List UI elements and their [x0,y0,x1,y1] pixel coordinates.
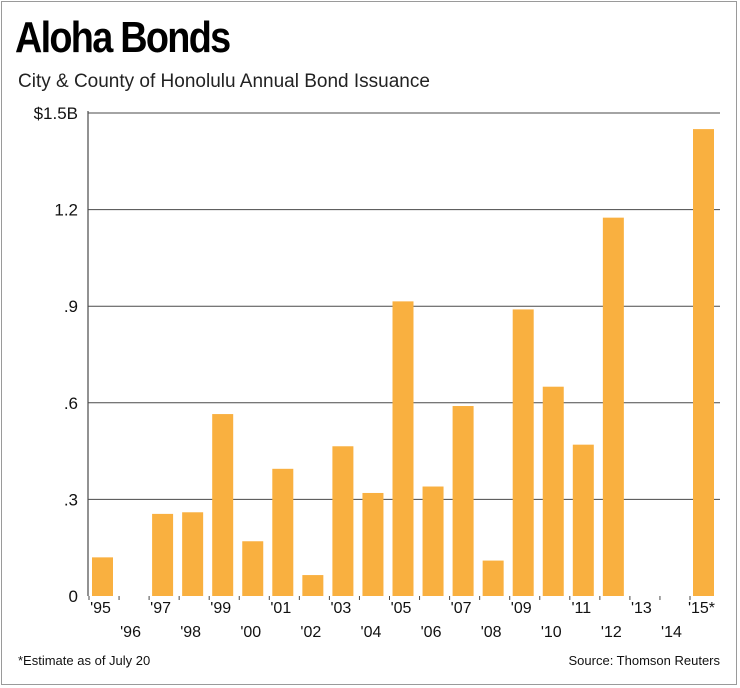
x-tick-label: '13 [631,600,652,617]
bar [212,414,234,596]
bars [92,129,714,596]
bar [422,486,444,596]
bar [572,444,594,596]
x-tick-label: '02 [300,624,321,641]
bar [272,468,294,596]
x-tick-label: '05 [391,600,412,617]
bar [512,309,534,596]
x-tick-label: '11 [571,600,591,617]
footnote: *Estimate as of July 20 [18,653,151,668]
y-tick-label: 1.2 [54,201,78,220]
bar [302,575,324,596]
x-tick-label: '96 [120,624,141,641]
chart-subtitle: City & County of Honolulu Annual Bond Is… [18,71,430,92]
x-tick-label: '06 [421,624,442,641]
x-tick-label: '97 [150,600,171,617]
y-tick-label: $1.5B [34,104,78,123]
x-tick-label: '01 [270,600,291,617]
source-credit: Source: Thomson Reuters [568,653,721,668]
bar [452,406,474,596]
bar [482,560,504,596]
x-tick-label: '15* [688,600,715,617]
x-tick-label: '03 [330,600,351,617]
bar [92,557,113,596]
bar [182,512,204,596]
y-tick-label: .6 [64,394,78,413]
x-axis-tick-labels: '95 '96 '97 '98 '99 '00 '01 '02 '03 '04 '05 '06 '07 '… [88,596,715,641]
x-tick-label: '98 [180,624,201,641]
x-tick-label: '04 [361,624,382,641]
bar [152,513,174,596]
y-tick-label: .3 [64,490,78,509]
x-tick-label: '07 [451,600,472,617]
bar [693,129,714,596]
bar [332,446,354,596]
x-tick-label: '00 [240,624,261,641]
bar [542,386,564,596]
y-tick-label: .9 [64,297,78,316]
bar [392,301,414,596]
bar [362,492,384,596]
bar [602,217,624,596]
chart-title: Aloha Bonds [15,13,231,62]
x-tick-label: '14 [661,624,682,641]
x-tick-label: '08 [481,624,502,641]
y-axis-tick-labels: 0 .3 .6 .9 1.2 $1.5B [34,104,78,606]
x-tick-label: '09 [511,600,532,617]
y-tick-label: 0 [69,587,78,606]
x-tick-label: '95 [90,600,111,617]
x-tick-label: '99 [210,600,231,617]
x-tick-label: '10 [541,624,562,641]
bar [242,541,264,596]
x-tick-label: '12 [601,624,622,641]
